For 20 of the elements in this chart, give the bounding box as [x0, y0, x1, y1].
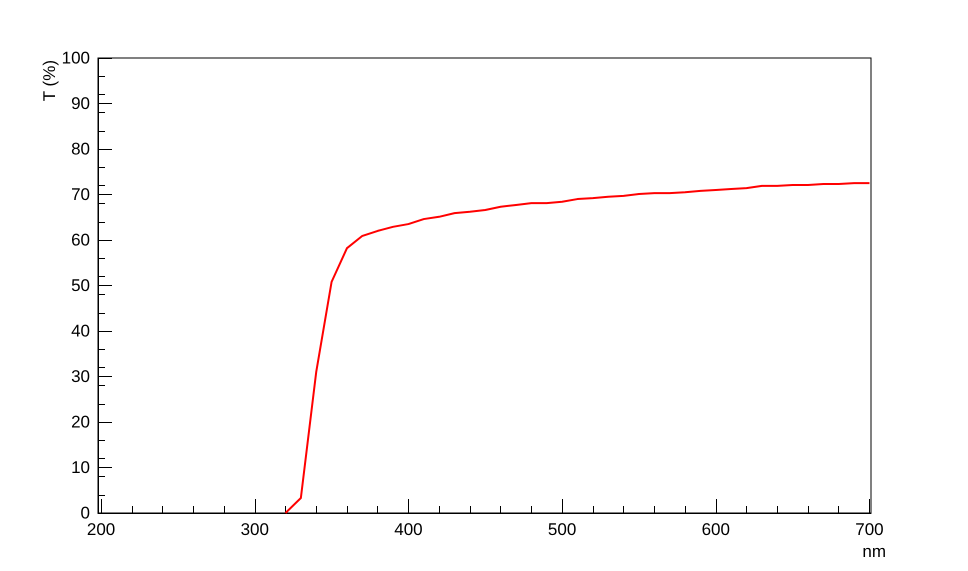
y-tick-label: 70 [71, 185, 90, 204]
y-tick-label: 30 [71, 367, 90, 386]
line-series [284, 182, 870, 514]
x-tick-label: 300 [240, 520, 269, 539]
x-tick-label: 600 [702, 520, 730, 539]
x-tick-label: 700 [855, 520, 884, 539]
y-tick-label: 40 [71, 322, 90, 340]
x-tick-label: 200 [86, 520, 116, 539]
y-tick-label: 0 [80, 504, 90, 522]
y-tick-label: 80 [71, 140, 90, 158]
x-tick-label: 400 [394, 520, 423, 539]
y-tick-label: 50 [71, 276, 90, 295]
y-tick-label: 90 [71, 94, 90, 113]
x-axis-title: nm [862, 542, 886, 561]
y-axis-title: T (%) [40, 60, 59, 102]
x-tick-label: 500 [548, 520, 576, 539]
y-tick-label: 100 [62, 48, 90, 68]
y-tick-label: 20 [71, 412, 90, 432]
y-tick-label: 60 [71, 230, 90, 250]
y-tick-label: 10 [71, 458, 90, 477]
